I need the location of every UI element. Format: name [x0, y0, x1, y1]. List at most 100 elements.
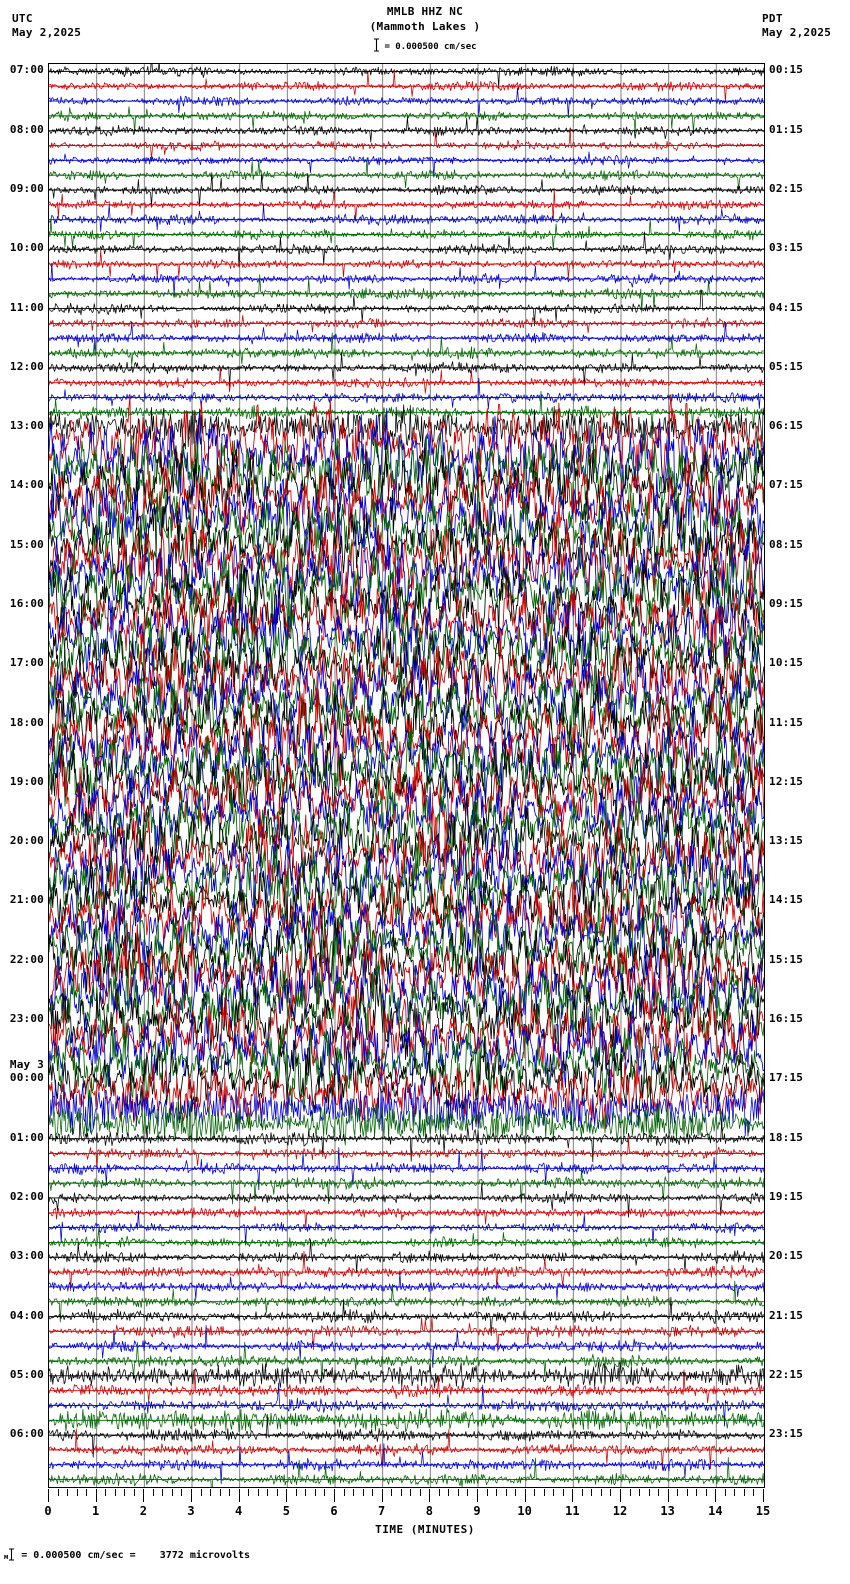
time-label-utc-1600: 16:00	[9, 597, 44, 611]
x-tick-major	[572, 1489, 573, 1502]
x-tick-minor	[315, 1489, 316, 1496]
x-tick-minor	[77, 1489, 78, 1496]
x-axis-tick-label-2: 2	[139, 1504, 147, 1518]
x-axis-tick-label-6: 6	[330, 1504, 338, 1518]
time-label-utc-2000: 20:00	[9, 834, 44, 848]
x-tick-major	[763, 1489, 764, 1502]
time-label-pdt-0215: 02:15	[769, 181, 804, 195]
time-label-pdt-0715: 07:15	[769, 478, 804, 492]
x-axis-tick-label-7: 7	[378, 1504, 386, 1518]
x-tick-minor	[420, 1489, 421, 1496]
time-label-pdt-0815: 08:15	[769, 537, 804, 551]
x-tick-minor	[439, 1489, 440, 1496]
x-tick-major	[48, 1489, 49, 1502]
time-label-pdt-1915: 19:15	[769, 1189, 804, 1203]
x-tick-major	[286, 1489, 287, 1502]
x-tick-minor	[601, 1489, 602, 1496]
x-tick-minor	[277, 1489, 278, 1496]
x-axis-tick-label-14: 14	[708, 1504, 723, 1518]
helicorder-plot-area[interactable]	[48, 63, 765, 1488]
time-label-utc-0700: 07:00	[9, 63, 44, 77]
x-tick-minor	[610, 1489, 611, 1496]
time-label-pdt-0415: 04:15	[769, 300, 804, 314]
time-label-utc-0800: 08:00	[9, 122, 44, 136]
x-tick-minor	[258, 1489, 259, 1496]
x-tick-minor	[725, 1489, 726, 1496]
footer-scale-note: м = 0.000500 cm/sec = 3772 microvolts	[4, 1548, 250, 1564]
time-label-utc-1200: 12:00	[9, 359, 44, 373]
x-axis-tick-label-15: 15	[755, 1504, 771, 1518]
x-tick-minor	[372, 1489, 373, 1496]
x-tick-minor	[706, 1489, 707, 1496]
station-channel-network: MMLB HHZ NC	[386, 5, 464, 18]
header-right-timezone: PDT	[762, 12, 783, 25]
x-tick-minor	[296, 1489, 297, 1496]
x-tick-minor	[86, 1489, 87, 1496]
time-label-utc-1900: 19:00	[9, 774, 44, 788]
time-label-pdt-1615: 16:15	[769, 1012, 804, 1026]
x-axis-tick-label-9: 9	[473, 1504, 481, 1518]
x-tick-minor	[687, 1489, 688, 1496]
header-scale-text: = 0.000500 cm/sec	[384, 42, 477, 52]
time-label-utc-2300: 23:00	[9, 1012, 44, 1026]
x-tick-minor	[248, 1489, 249, 1496]
time-label-pdt-1515: 15:15	[769, 952, 804, 966]
time-label-utc-0200: 02:00	[9, 1189, 44, 1203]
x-tick-minor	[162, 1489, 163, 1496]
x-tick-minor	[124, 1489, 125, 1496]
x-tick-major	[525, 1489, 526, 1502]
time-label-utc-0600: 06:00	[9, 1427, 44, 1441]
x-tick-minor	[201, 1489, 202, 1496]
header-right-date: May 2,2025	[762, 26, 832, 39]
x-tick-minor	[467, 1489, 468, 1496]
header-left-timezone: UTC	[12, 12, 33, 25]
header-right-timezone-block: PDT May 2,2025	[762, 12, 831, 40]
time-label-pdt-0515: 05:15	[769, 359, 804, 373]
x-tick-minor	[134, 1489, 135, 1496]
time-label-pdt-2015: 20:15	[769, 1249, 804, 1263]
time-label-utc-1100: 11:00	[9, 300, 44, 314]
x-tick-minor	[753, 1489, 754, 1496]
x-tick-minor	[220, 1489, 221, 1496]
x-tick-major	[239, 1489, 240, 1502]
time-label-pdt-1815: 18:15	[769, 1130, 804, 1144]
x-tick-minor	[324, 1489, 325, 1496]
time-label-pdt-2115: 21:15	[769, 1308, 804, 1322]
x-tick-major	[477, 1489, 478, 1502]
x-tick-minor	[115, 1489, 116, 1496]
date-label-daybreak: May 3	[9, 1058, 44, 1072]
x-tick-minor	[696, 1489, 697, 1496]
x-tick-major	[620, 1489, 621, 1502]
x-tick-minor	[210, 1489, 211, 1496]
time-label-pdt-1215: 12:15	[769, 774, 804, 788]
x-axis-tick-label-3: 3	[187, 1504, 195, 1518]
x-tick-major	[715, 1489, 716, 1502]
x-tick-minor	[515, 1489, 516, 1496]
x-tick-major	[191, 1489, 192, 1502]
footer-mark-icon: м	[4, 1553, 9, 1561]
time-label-utc-1700: 17:00	[9, 656, 44, 670]
x-axis-tick-label-0: 0	[44, 1504, 52, 1518]
x-tick-major	[382, 1489, 383, 1502]
x-tick-minor	[582, 1489, 583, 1496]
x-tick-minor	[734, 1489, 735, 1496]
x-tick-minor	[105, 1489, 106, 1496]
time-label-utc-1500: 15:00	[9, 537, 44, 551]
x-tick-minor	[639, 1489, 640, 1496]
x-tick-minor	[563, 1489, 564, 1496]
x-tick-minor	[181, 1489, 182, 1496]
x-tick-minor	[267, 1489, 268, 1496]
x-axis-tick-label-5: 5	[282, 1504, 290, 1518]
x-tick-minor	[487, 1489, 488, 1496]
x-tick-minor	[410, 1489, 411, 1496]
x-tick-minor	[458, 1489, 459, 1496]
x-tick-minor	[229, 1489, 230, 1496]
time-label-utc-0900: 09:00	[9, 181, 44, 195]
time-label-utc-1800: 18:00	[9, 715, 44, 729]
x-tick-minor	[496, 1489, 497, 1496]
x-axis-tick-label-10: 10	[517, 1504, 532, 1518]
x-tick-minor	[363, 1489, 364, 1496]
header-left-timezone-block: UTC May 2,2025	[12, 12, 81, 40]
x-axis-tick-label-12: 12	[612, 1504, 628, 1518]
time-label-pdt-0315: 03:15	[769, 241, 804, 255]
